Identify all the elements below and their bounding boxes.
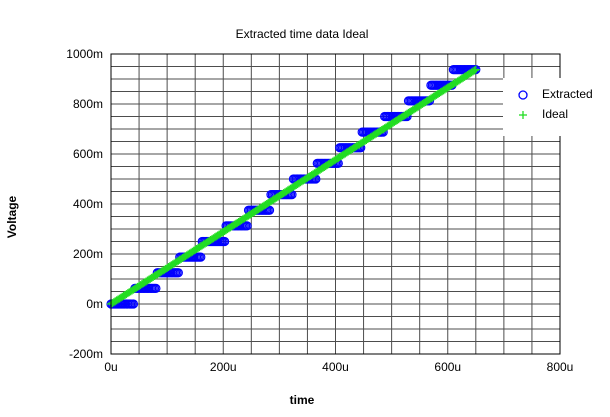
extracted-point xyxy=(220,236,230,247)
x-tick-labels: 0u 200u 400u 600u 800u xyxy=(104,360,573,374)
x-tick-label: 200u xyxy=(210,360,237,374)
x-tick-label: 0u xyxy=(104,360,117,374)
ideal-point xyxy=(470,66,479,75)
x-tick-label: 600u xyxy=(434,360,461,374)
y-tick-label: 800m xyxy=(73,97,103,111)
ideal-point xyxy=(471,65,480,74)
x-axis-title: time xyxy=(290,393,315,407)
legend-label-extracted: Extracted xyxy=(542,87,593,101)
y-tick-label: 600m xyxy=(73,147,103,161)
series-ideal xyxy=(107,65,480,308)
plot-frame xyxy=(110,53,561,355)
y-tick-label: 400m xyxy=(73,197,103,211)
extracted-point xyxy=(151,283,161,293)
legend-label-ideal: Ideal xyxy=(542,107,568,121)
y-tick-label: 1000m xyxy=(66,47,103,61)
legend-marker-extracted xyxy=(518,90,528,100)
chart-title: Extracted time data Ideal xyxy=(236,27,369,41)
extracted-point xyxy=(173,268,183,278)
y-tick-label: 0m xyxy=(86,297,103,311)
x-tick-label: 400u xyxy=(322,360,349,374)
legend-marker-ideal xyxy=(519,111,527,119)
extracted-point xyxy=(196,252,206,262)
y-tick-label: -200m xyxy=(69,347,103,361)
extracted-point xyxy=(264,205,275,215)
y-tick-label: 200m xyxy=(73,247,103,261)
extracted-point xyxy=(128,299,139,309)
y-axis-title: Voltage xyxy=(5,195,19,238)
grid xyxy=(111,54,560,354)
y-tick-labels: -200m 0m 200m 400m 600m 800m 1000m xyxy=(66,47,103,361)
legend: Extracted Ideal xyxy=(503,78,610,136)
legend-background xyxy=(503,78,610,136)
extracted-point xyxy=(242,221,252,231)
x-tick-label: 800u xyxy=(547,360,574,374)
